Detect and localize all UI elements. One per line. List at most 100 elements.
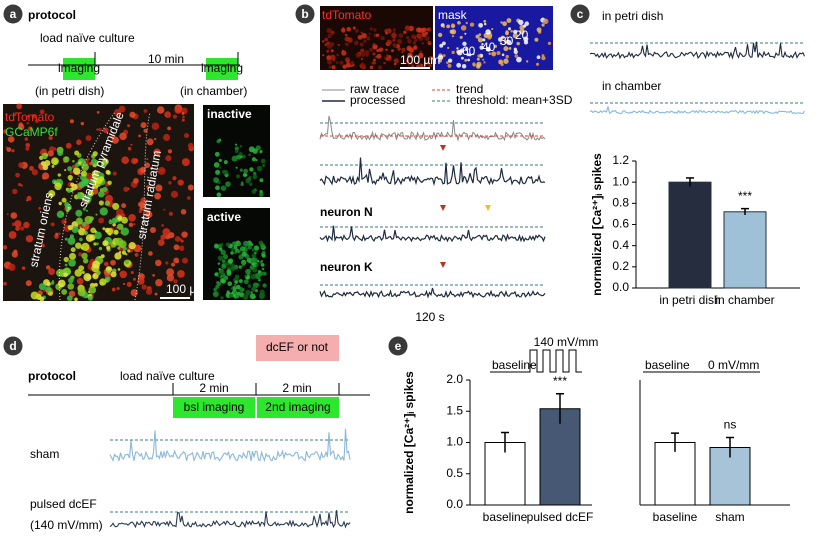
cell (15, 226, 20, 231)
cell (154, 292, 158, 296)
cell (251, 286, 256, 292)
cell (214, 244, 219, 249)
cell (360, 31, 363, 34)
cell (258, 277, 261, 280)
bar (654, 442, 696, 506)
cell (91, 170, 99, 178)
cell (38, 283, 46, 291)
cell (251, 262, 254, 266)
trace (589, 106, 805, 115)
cell (94, 231, 102, 240)
y-tick-label: 0.0 (612, 280, 629, 294)
panel-badge (570, 4, 590, 24)
cell (397, 47, 401, 51)
cell (352, 26, 356, 30)
x-tick-label: baseline (483, 510, 528, 524)
cell (47, 189, 56, 198)
x-tick-label: in chamber (715, 293, 774, 307)
cell (117, 246, 121, 250)
cell (247, 284, 252, 288)
cell (126, 281, 132, 287)
trace (109, 428, 351, 463)
cell (146, 185, 150, 189)
event-arrow (440, 145, 446, 151)
imaging-label: imaging (58, 61, 100, 75)
cell (81, 221, 87, 227)
cell (235, 154, 241, 160)
cell (330, 32, 334, 36)
cell (77, 288, 86, 297)
cell (181, 231, 188, 238)
cell (219, 243, 224, 247)
cell (57, 279, 66, 288)
cell (77, 252, 83, 257)
cell (216, 192, 222, 198)
cell (372, 60, 377, 65)
cell (363, 39, 367, 43)
cell (420, 64, 424, 68)
cell (72, 167, 81, 175)
cell (514, 54, 519, 58)
bar (668, 181, 712, 289)
neuron-label: neuron K (320, 260, 373, 274)
cell (331, 65, 336, 70)
cell (461, 64, 467, 69)
cell (523, 24, 527, 28)
bar (723, 211, 767, 289)
cell (76, 142, 80, 145)
cell (26, 122, 30, 125)
cell (248, 175, 252, 179)
cell (516, 56, 522, 63)
cell (227, 258, 234, 264)
cell (41, 243, 45, 248)
cell (166, 274, 175, 282)
cell (67, 224, 73, 231)
cell (144, 162, 151, 169)
cell (330, 49, 334, 53)
mask-number: 60 (462, 44, 476, 58)
cell (146, 158, 149, 161)
cell (494, 44, 498, 48)
cell (67, 236, 76, 245)
cell (90, 227, 96, 234)
condition-label: pulsed dcEF (30, 497, 97, 511)
cell (87, 295, 93, 301)
cell (447, 58, 453, 63)
cell (81, 178, 89, 187)
cell (63, 156, 70, 163)
cell (172, 114, 178, 119)
trace (319, 157, 546, 187)
cell (239, 168, 243, 172)
cell (107, 267, 111, 271)
cell (252, 174, 258, 180)
cell (252, 148, 258, 154)
cell (167, 126, 171, 131)
cell (442, 41, 446, 46)
cell (87, 290, 91, 294)
location-label: (in petri dish) (35, 84, 104, 98)
panel-label: b (301, 7, 308, 21)
cell (77, 192, 81, 195)
cell (239, 144, 243, 148)
cell (386, 54, 389, 57)
panel-label: a (10, 7, 17, 21)
trace (319, 287, 546, 299)
protocol-title: protocol (28, 8, 76, 22)
layer-boundary (134, 111, 151, 301)
cell (383, 61, 386, 65)
cell (12, 188, 18, 195)
cell (93, 242, 97, 246)
cell (326, 59, 333, 65)
cell (128, 213, 136, 222)
cell (38, 206, 41, 210)
cell (100, 254, 105, 259)
cell (231, 241, 237, 247)
cell (8, 263, 16, 271)
cell (360, 48, 365, 53)
cell (248, 153, 251, 157)
panel-badge (3, 4, 23, 24)
cell (69, 170, 73, 175)
cell (85, 135, 92, 142)
cell (257, 270, 262, 274)
cell (251, 189, 257, 194)
